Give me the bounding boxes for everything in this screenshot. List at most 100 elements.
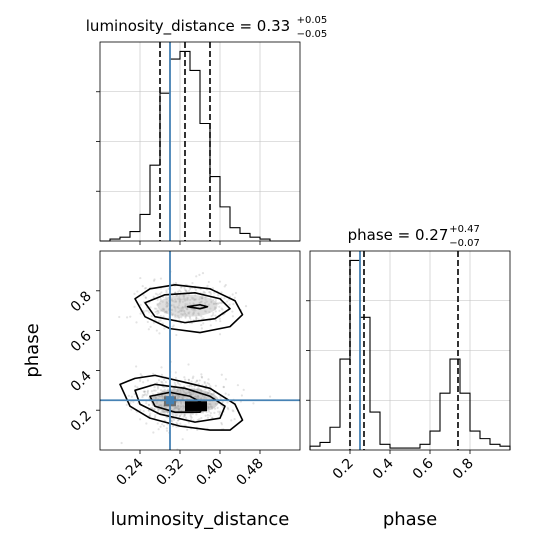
scatter-point <box>185 297 189 300</box>
scatter-point <box>174 309 177 312</box>
scatter-point <box>268 395 272 398</box>
scatter-point <box>154 415 157 419</box>
scatter-point <box>174 306 177 309</box>
scatter-point <box>176 389 180 392</box>
scatter-point <box>189 393 192 396</box>
scatter-point <box>156 391 160 395</box>
scatter-point <box>161 308 164 311</box>
scatter-point <box>194 393 197 396</box>
scatter-point <box>193 308 196 311</box>
scatter-point <box>192 375 195 378</box>
scatter-point <box>159 411 162 414</box>
scatter-point <box>162 410 165 414</box>
scatter-point <box>139 276 142 280</box>
scatter-point <box>188 391 191 394</box>
scatter-point <box>147 328 150 331</box>
scatter-point <box>221 400 224 403</box>
scatter-point <box>195 396 198 399</box>
scatter-point <box>159 425 162 428</box>
tick-label-x-lum-1: 0.32 <box>153 456 186 489</box>
scatter-point <box>160 404 163 407</box>
tick-label-x-phase-0: 0.2 <box>330 456 357 483</box>
scatter-point <box>160 394 163 398</box>
scatter-point <box>153 386 156 389</box>
scatter-point <box>200 297 203 300</box>
scatter-point <box>170 298 174 301</box>
scatter-point <box>188 385 191 388</box>
scatter-point <box>175 421 178 424</box>
scatter-point <box>176 419 180 422</box>
scatter-point <box>171 412 174 415</box>
scatter-point <box>144 393 147 396</box>
scatter-point <box>203 310 207 313</box>
scatter-point <box>178 415 182 418</box>
scatter-point <box>177 419 180 422</box>
tick-label-y-phase-3: 0.8 <box>68 288 95 315</box>
scatter-point <box>182 405 186 408</box>
scatter-point <box>157 311 160 314</box>
scatter-point <box>160 366 163 369</box>
scatter-point <box>210 300 213 303</box>
scatter-point <box>152 295 155 298</box>
scatter-point <box>179 405 182 408</box>
scatter-point <box>161 309 164 312</box>
scatter-point <box>187 363 190 366</box>
scatter-point <box>214 299 217 303</box>
scatter-point <box>183 414 186 417</box>
scatter-point <box>211 287 214 290</box>
contour-line-0 <box>119 374 244 431</box>
scatter-point <box>183 385 186 388</box>
scatter-point <box>174 300 178 303</box>
scatter-point <box>166 413 169 416</box>
scatter-point <box>163 411 167 414</box>
scatter-point <box>178 298 181 301</box>
scatter-point <box>173 387 176 390</box>
scatter-point <box>161 410 164 413</box>
panel-luminosity-distance-histogram: luminosity_distance = 0.33 +0.05 −0.05 <box>86 15 327 245</box>
scatter-point <box>183 299 187 302</box>
scatter-point <box>204 384 208 387</box>
histogram-lum <box>100 50 300 242</box>
scatter-point <box>182 407 185 410</box>
scatter-point <box>156 387 160 390</box>
scatter-point <box>231 310 234 313</box>
scatter-point <box>155 329 158 332</box>
scatter-point <box>186 384 189 387</box>
scatter-point <box>181 313 185 316</box>
scatter-point <box>176 305 179 308</box>
scatter-point <box>165 291 168 294</box>
scatter-point <box>172 394 175 397</box>
scatter-point <box>193 385 196 388</box>
scatter-point <box>209 291 212 294</box>
scatter-point <box>171 425 174 428</box>
scatter-point <box>172 408 175 411</box>
scatter-point <box>162 307 165 310</box>
scatter-point <box>200 324 203 327</box>
scatter-point <box>145 402 148 405</box>
scatter-point <box>218 317 221 320</box>
scatter-point <box>224 392 227 395</box>
scatter-point <box>166 304 169 307</box>
scatter-point <box>220 301 223 305</box>
scatter-point <box>158 302 162 305</box>
scatter-point <box>180 306 183 310</box>
scatter-point <box>180 308 183 311</box>
scatter-point <box>144 286 148 290</box>
scatter-point <box>181 306 185 309</box>
scatter-point <box>179 298 183 301</box>
scatter-point <box>182 404 185 407</box>
scatter-point <box>200 397 203 400</box>
scatter-point <box>165 298 168 301</box>
scatter-point <box>193 395 196 398</box>
scatter-point <box>187 311 190 315</box>
scatter-point <box>194 294 197 297</box>
scatter-point <box>180 309 183 313</box>
scatter-point <box>186 298 190 301</box>
scatter-point <box>210 301 213 304</box>
scatter-point <box>178 316 181 319</box>
contour-line-2 <box>149 391 206 413</box>
scatter-point <box>183 286 186 289</box>
ylabel-phase: phase <box>22 323 43 377</box>
scatter-point <box>152 431 155 434</box>
